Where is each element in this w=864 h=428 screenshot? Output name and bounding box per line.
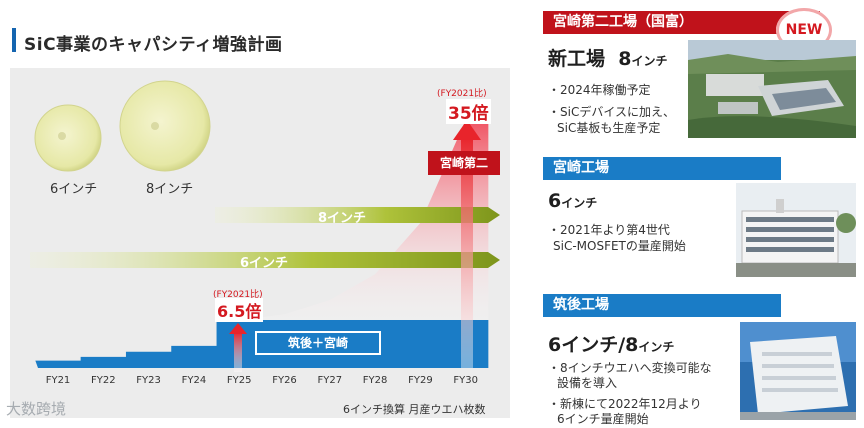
plant-bullet: ・8インチウエハへ変換可能な [548, 361, 712, 375]
miyazaki2-growth-area [193, 120, 489, 320]
miyazaki2-callout: 宮崎第二 [428, 151, 500, 175]
x-tick-label: FY27 [318, 375, 343, 386]
plant-bullet: ・新棟にて2022年12月より [548, 397, 702, 411]
plant-bullet: ・2021年より第4世代 [548, 223, 670, 237]
six-inch-arrow [30, 252, 500, 268]
x-tick-label: FY26 [272, 375, 297, 386]
plant-bullet: 設備を導入 [557, 376, 618, 390]
x-tick-label: FY21 [46, 375, 71, 386]
fy30-up-arrow [453, 120, 481, 368]
x-tick-label: FY22 [91, 375, 116, 386]
plant-bullet: SiC基板も生産予定 [557, 121, 661, 135]
fy30-note: (FY2021比) [437, 89, 487, 99]
wafer-6inch-label: 6インチ [50, 182, 98, 197]
eight-inch-arrow [215, 207, 500, 223]
x-tick-label: FY23 [136, 375, 161, 386]
six-inch-arrow-label: 6インチ [240, 256, 289, 271]
watermark-text: 大数跨境 [6, 400, 67, 418]
fy25-value: 6.5倍 [215, 298, 264, 322]
fy25-up-arrow [229, 323, 247, 372]
chart-footnote: 6インチ換算 月産ウエハ枚数 [343, 403, 486, 416]
page-title: SiC事業のキャパシティ増強計画 [24, 35, 283, 55]
plant-header-chikugo: 筑後工場 [543, 294, 781, 317]
x-tick-label: FY29 [408, 375, 433, 386]
x-tick-label: FY28 [363, 375, 388, 386]
title-accent-bar [12, 28, 16, 52]
fy30-value: 35倍 [446, 99, 491, 124]
wafer-6inch-icon [34, 104, 102, 172]
plant-header-miyazaki: 宮崎工場 [543, 157, 781, 180]
plant-bullet: ・SiCデバイスに加え、 [548, 105, 675, 119]
fy25-note: (FY2021比) [213, 290, 263, 300]
base-callout: 筑後＋宮崎 [255, 331, 381, 355]
miyazaki2-plant-photo [688, 40, 856, 138]
wafer-8inch-icon [119, 80, 211, 172]
wafer-8inch-label: 8インチ [146, 182, 194, 197]
plant-title-chikugo: 6インチ/8インチ [548, 334, 675, 356]
x-tick-label: FY30 [453, 375, 478, 386]
eight-inch-arrow-label: 8インチ [318, 211, 367, 226]
x-tick-label: FY24 [182, 375, 207, 386]
plant-bullet: ・2024年稼働予定 [548, 83, 651, 97]
x-tick-label: FY25 [227, 375, 252, 386]
miyazaki-plant-photo [736, 183, 856, 277]
plant-bullet: SiC-MOSFETの量産開始 [553, 239, 686, 253]
plant-bullet: 6インチ量産開始 [557, 412, 649, 426]
plant-title-miyazaki2: 新工場 8インチ [548, 48, 668, 70]
chikugo-plant-photo [740, 322, 856, 420]
plant-title-miyazaki: 6インチ [548, 190, 598, 212]
capacity-chart: FY21 FY22 FY23 FY24 FY25 FY26 FY27 FY28 FY29 FY30 [30, 80, 500, 386]
plant-header-miyazaki2: 宮崎第二工場（国富） [543, 11, 820, 34]
